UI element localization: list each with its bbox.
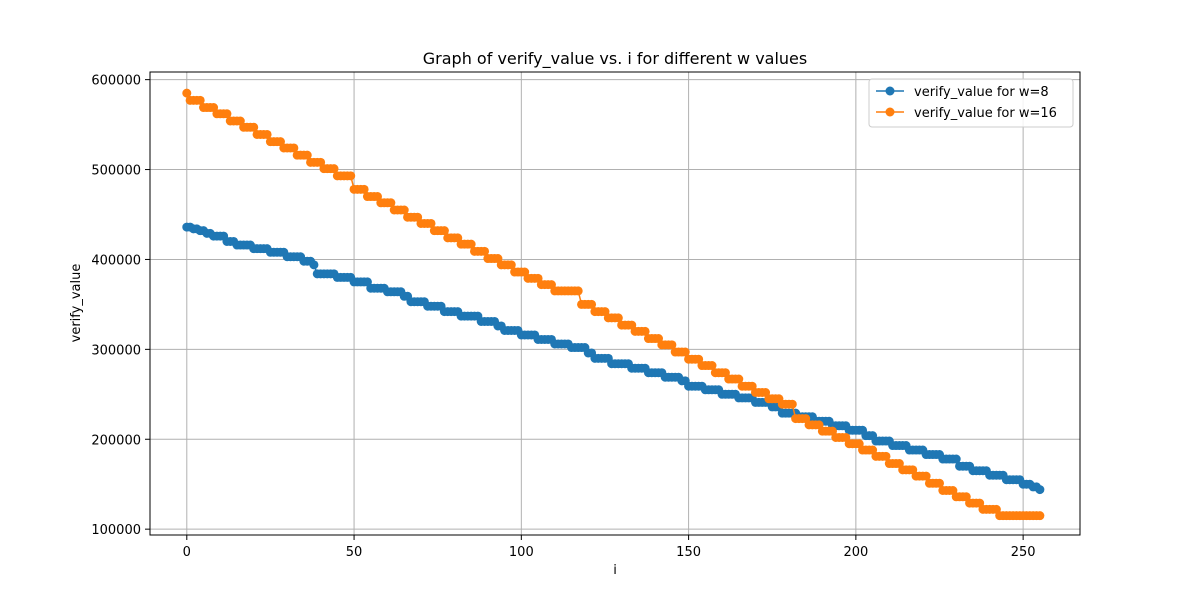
y-tick-label: 100000 (91, 523, 141, 538)
y-tick-label: 300000 (91, 343, 141, 358)
data-point (289, 143, 299, 153)
y-axis-label: verify_value (69, 264, 84, 343)
x-axis-ticks: 0 50 100 150 200 250 (183, 535, 1036, 560)
y-tick-label: 600000 (91, 74, 141, 89)
x-tick-label: 150 (676, 545, 701, 560)
y-tick-label: 400000 (91, 253, 141, 268)
series-layer (182, 88, 1045, 521)
plot-area (149, 71, 1081, 536)
data-point (506, 260, 516, 270)
legend-entry: verify_value for w=8 (876, 85, 1049, 100)
series-2 (182, 88, 1045, 521)
data-point (439, 226, 449, 236)
legend-label: verify_value for w=8 (914, 85, 1049, 100)
data-point (386, 198, 396, 208)
data-point (329, 164, 339, 174)
data-point (1035, 485, 1045, 495)
chart-title: Graph of verify_value vs. i for differen… (423, 49, 807, 69)
data-point (734, 374, 744, 384)
legend-marker (885, 107, 895, 117)
data-point (466, 239, 476, 249)
data-point (399, 205, 409, 215)
data-point (195, 95, 205, 105)
data-point (613, 313, 623, 323)
x-tick-label: 100 (509, 545, 534, 560)
data-point (951, 454, 961, 464)
y-tick-label: 500000 (91, 164, 141, 179)
legend-entry: verify_value for w=16 (876, 106, 1057, 121)
data-point (182, 88, 192, 98)
data-point (346, 171, 356, 181)
gridlines (150, 72, 1080, 535)
legend-box (868, 78, 1074, 128)
x-tick-label: 0 (183, 545, 191, 560)
data-point (359, 184, 369, 194)
data-point (587, 299, 597, 309)
data-point (302, 150, 312, 160)
legend-marker (885, 86, 895, 96)
data-point (935, 478, 944, 488)
data-point (222, 109, 232, 119)
data-point (1035, 511, 1045, 521)
data-point (480, 246, 490, 256)
data-point (881, 451, 891, 461)
data-point (707, 361, 717, 371)
data-point (309, 260, 319, 270)
data-point (640, 326, 650, 336)
data-point (262, 129, 272, 139)
y-tick-label: 200000 (91, 433, 141, 448)
x-axis-label: i (613, 563, 617, 578)
x-tick-label: 200 (843, 545, 868, 560)
y-axis-ticks: 100000 200000 300000 400000 500000 600000 (91, 74, 150, 538)
legend: verify_value for w=8 verify_value for w=1… (868, 78, 1074, 128)
series-1 (182, 222, 1045, 495)
x-tick-label: 50 (346, 545, 363, 560)
data-point (787, 399, 797, 409)
legend-label: verify_value for w=16 (914, 106, 1057, 121)
data-point (249, 122, 259, 132)
data-point (680, 347, 690, 357)
x-tick-label: 250 (1011, 545, 1036, 560)
data-point (667, 340, 677, 350)
data-point (426, 218, 436, 228)
data-point (921, 471, 931, 481)
data-point (573, 286, 583, 296)
